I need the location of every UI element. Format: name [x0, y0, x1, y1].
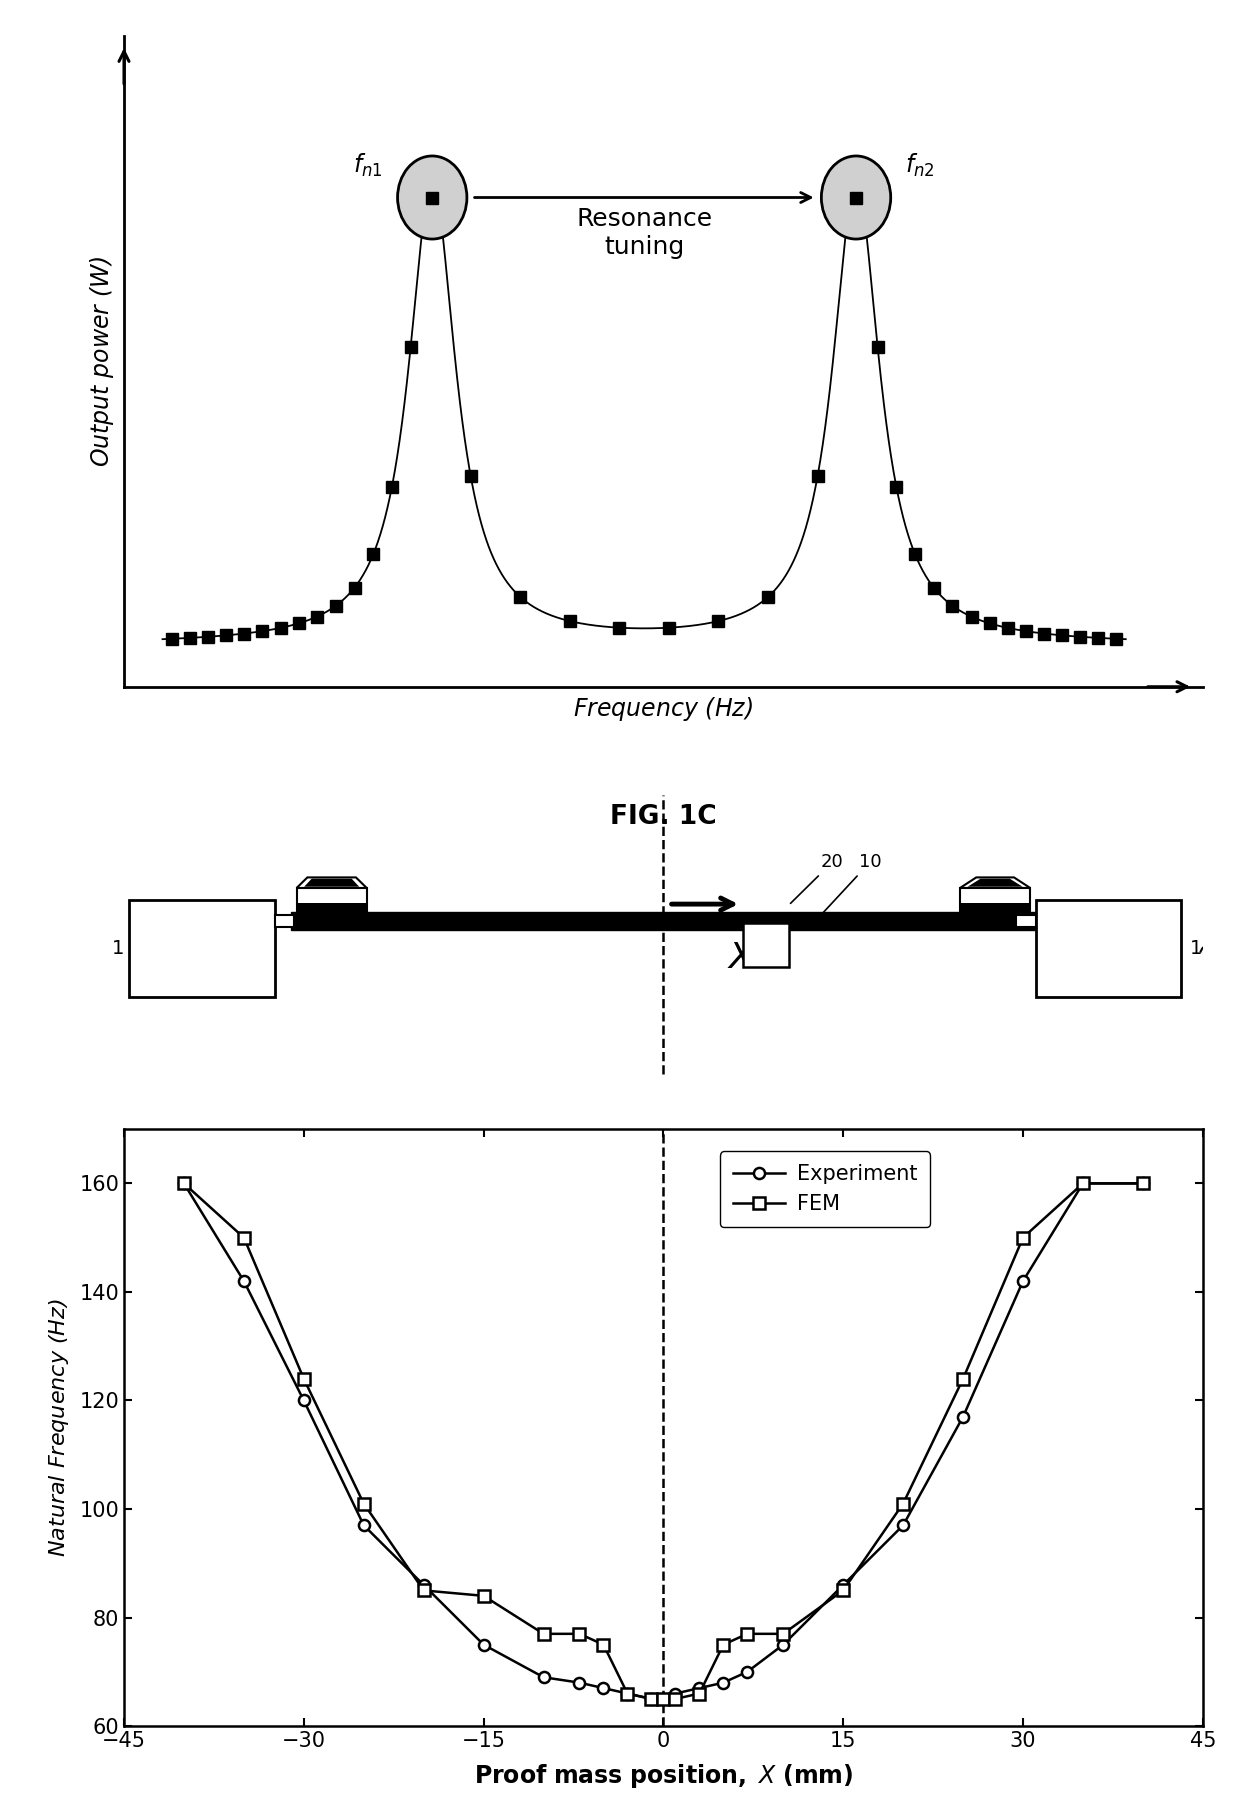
- FEM: [572, 1624, 587, 1645]
- Experiment: [572, 1672, 587, 1694]
- Text: $f_{n2}$: $f_{n2}$: [905, 151, 935, 180]
- Experiment: [776, 1634, 791, 1656]
- FEM: [692, 1683, 707, 1705]
- FEM: [836, 1580, 851, 1602]
- Experiment: [476, 1634, 491, 1656]
- Text: $\mathbf{\mathit{X}}$: $\mathbf{\mathit{X}}$: [727, 942, 756, 975]
- Experiment: [1075, 1172, 1090, 1194]
- Bar: [1035, 901, 1182, 996]
- Text: 10: 10: [817, 854, 882, 919]
- Bar: [960, 888, 1030, 912]
- Text: 1: 1: [1190, 939, 1203, 958]
- FEM: [417, 1580, 432, 1602]
- Text: Resonance
tuning: Resonance tuning: [577, 207, 712, 259]
- Y-axis label: Output power ($W$): Output power ($W$): [88, 255, 115, 467]
- Text: 20: 20: [791, 854, 843, 903]
- FEM: [476, 1586, 491, 1607]
- Experiment: [656, 1688, 671, 1710]
- X-axis label: $\mathbf{Proof\ mass\ position,\ \mathit{X}\ (mm)}$: $\mathbf{Proof\ mass\ position,\ \mathit…: [474, 1762, 853, 1791]
- FEM: [740, 1624, 755, 1645]
- FEM: [956, 1368, 971, 1390]
- FEM: [620, 1683, 635, 1705]
- FEM: [656, 1688, 671, 1710]
- Experiment: [237, 1271, 252, 1293]
- Bar: [296, 888, 367, 912]
- Experiment: [356, 1514, 371, 1535]
- Experiment: [692, 1678, 707, 1699]
- FEM: [1075, 1172, 1090, 1194]
- Text: 1: 1: [112, 939, 124, 958]
- Experiment: [740, 1661, 755, 1683]
- FEM: [776, 1624, 791, 1645]
- Bar: [129, 901, 275, 996]
- Ellipse shape: [398, 156, 467, 239]
- Bar: [296, 903, 367, 912]
- FEM: [644, 1688, 658, 1710]
- Experiment: [895, 1514, 910, 1535]
- Bar: [960, 903, 1030, 912]
- Polygon shape: [296, 877, 367, 888]
- FEM: [1016, 1226, 1030, 1248]
- FEM: [237, 1226, 252, 1248]
- Experiment: [1016, 1271, 1030, 1293]
- FEM: [536, 1624, 551, 1645]
- Experiment: [715, 1672, 730, 1694]
- FEM: [715, 1634, 730, 1656]
- Experiment: [417, 1575, 432, 1597]
- Experiment: [836, 1575, 851, 1597]
- Legend: Experiment, FEM: Experiment, FEM: [720, 1151, 930, 1226]
- Experiment: [1136, 1172, 1151, 1194]
- Text: FIG. 1C: FIG. 1C: [610, 804, 717, 831]
- Bar: [743, 922, 789, 967]
- Experiment: [296, 1390, 311, 1411]
- Polygon shape: [967, 879, 1023, 886]
- FEM: [668, 1688, 683, 1710]
- Experiment: [620, 1683, 635, 1705]
- Polygon shape: [304, 879, 360, 886]
- X-axis label: Frequency ($Hz$): Frequency ($Hz$): [573, 696, 754, 723]
- FEM: [895, 1492, 910, 1514]
- Experiment: [176, 1172, 191, 1194]
- Experiment: [668, 1683, 683, 1705]
- Bar: [1016, 915, 1035, 928]
- Polygon shape: [960, 877, 1030, 888]
- Experiment: [956, 1406, 971, 1428]
- FEM: [296, 1368, 311, 1390]
- Experiment: [536, 1667, 551, 1688]
- FEM: [1136, 1172, 1151, 1194]
- Bar: [275, 915, 294, 928]
- FEM: [176, 1172, 191, 1194]
- FEM: [596, 1634, 611, 1656]
- Ellipse shape: [821, 156, 890, 239]
- Experiment: [596, 1678, 611, 1699]
- Line: FEM: FEM: [179, 1178, 1148, 1705]
- Text: $f_{n1}$: $f_{n1}$: [353, 151, 383, 180]
- Experiment: [644, 1688, 658, 1710]
- Bar: [291, 912, 1035, 930]
- Line: Experiment: Experiment: [179, 1178, 1148, 1705]
- FEM: [356, 1492, 371, 1514]
- Y-axis label: Natural Frequency ($Hz$): Natural Frequency ($Hz$): [47, 1298, 71, 1557]
